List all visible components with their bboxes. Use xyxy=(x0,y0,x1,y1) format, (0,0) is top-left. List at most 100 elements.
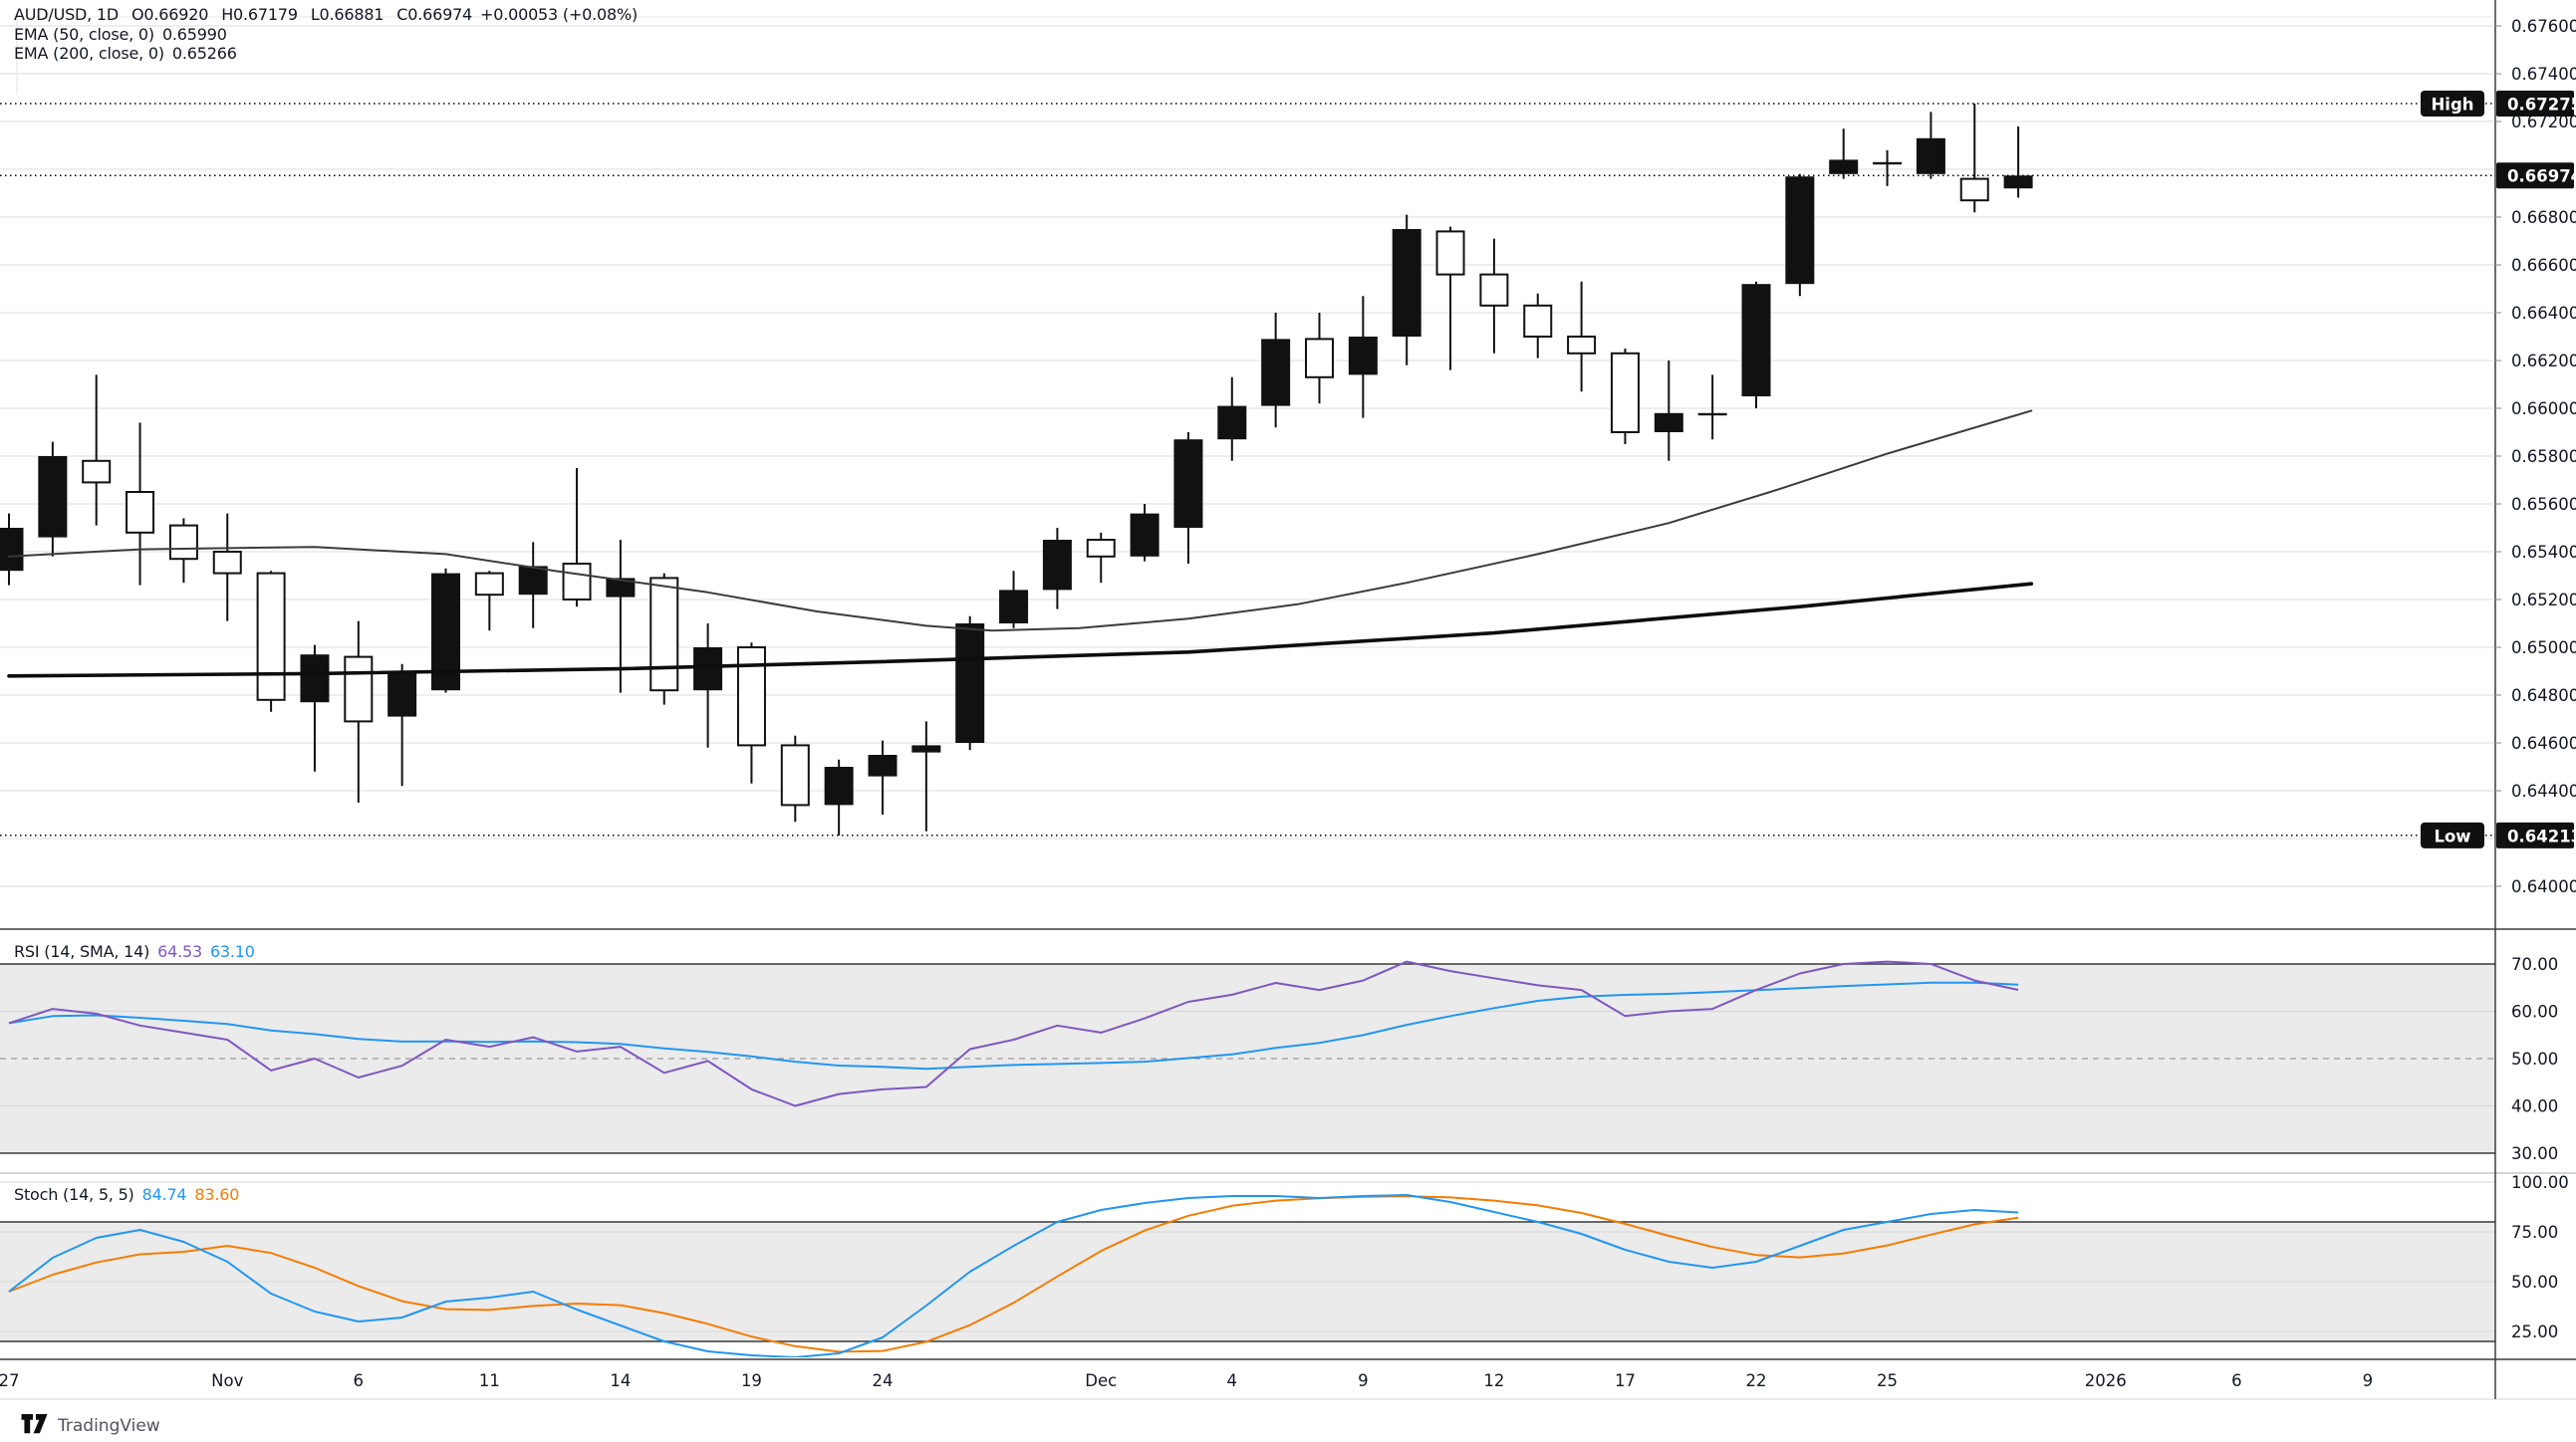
price-axis-label: 0.65400 xyxy=(2511,543,2576,562)
candle-body-down xyxy=(168,524,198,561)
price-axis-label: 0.64600 xyxy=(2511,734,2576,753)
tradingview-logo-icon xyxy=(21,1413,48,1434)
candle-body-up xyxy=(693,647,723,691)
candle-body-down xyxy=(562,563,592,601)
price-gridlines xyxy=(0,16,2495,887)
stoch-pane-background[interactable] xyxy=(0,1181,2495,1342)
time-axis-label: 11 xyxy=(479,1371,500,1390)
last-price-badge xyxy=(2496,162,2574,189)
time-axis-label: 4 xyxy=(1227,1371,1238,1390)
time-axis-label: 6 xyxy=(2231,1371,2242,1390)
ohlc-close: C0.66974 xyxy=(396,5,473,24)
candle-body-up xyxy=(2003,175,2033,189)
candle-body-up xyxy=(1654,412,1683,432)
price-axis-label: 0.67600 xyxy=(2511,17,2576,36)
pane-separators[interactable] xyxy=(0,0,2576,1400)
time-axis-label: 6 xyxy=(354,1371,365,1390)
stoch-legend[interactable]: Stoch (14, 5, 5) 84.74 83.60 xyxy=(14,1185,239,1204)
candle-body-up xyxy=(1261,339,1291,406)
price-axis-label: 0.65800 xyxy=(2511,447,2576,466)
ema200-value: 0.65266 xyxy=(171,44,237,63)
candle-body-up xyxy=(1348,337,1378,375)
rsi-sma-line xyxy=(8,981,2019,1071)
candle-body-down xyxy=(1435,230,1465,276)
candle-body-up xyxy=(300,654,330,703)
rsi-line xyxy=(8,960,2019,1107)
candle-body-down xyxy=(1523,304,1553,338)
ohlc-low: L0.66881 xyxy=(310,5,385,24)
price-scale[interactable]: 0.67600 0.67400 0.67200 0.66800 0.66600 0.664… xyxy=(2495,17,2576,896)
price-axis-label: 0.66000 xyxy=(2511,399,2576,418)
ema50-line xyxy=(8,409,2033,632)
candle-body-up xyxy=(824,767,854,806)
indicator-scales[interactable]: 70.00 60.00 50.00 40.00 30.00 100.00 75.00 50.0… xyxy=(2511,955,2569,1341)
candle-body-up xyxy=(1741,284,1771,396)
price-axis-label: 0.65000 xyxy=(2511,638,2576,657)
candle-body-down xyxy=(1959,177,1989,202)
candle-body-down xyxy=(1305,338,1334,378)
candle-body-down xyxy=(1479,273,1509,307)
price-axis-label: 0.64400 xyxy=(2511,782,2576,801)
stoch-k-value: 84.74 xyxy=(141,1185,187,1204)
ohlc-high: H0.67179 xyxy=(221,5,298,24)
ema200-line xyxy=(7,582,2034,678)
price-axis-label: 0.67400 xyxy=(2511,65,2576,84)
rsi-axis-label: 60.00 xyxy=(2511,1003,2558,1022)
candle-body-up xyxy=(1697,412,1727,416)
price-axis-label: 0.64800 xyxy=(2511,686,2576,705)
ema50-value: 0.65990 xyxy=(161,25,227,44)
stoch-label: Stoch (14, 5, 5) xyxy=(14,1185,134,1204)
ema50-legend[interactable]: EMA (50, close, 0) 0.65990 xyxy=(14,25,227,44)
ema200-label: EMA (200, close, 0) xyxy=(14,44,164,63)
symbol-legend[interactable]: AUD/USD, 1D O0.66920 H0.67179 L0.66881 C0.66… xyxy=(14,5,638,24)
candle-body-down xyxy=(82,459,112,484)
tradingview-logo[interactable]: TradingView xyxy=(20,1413,160,1438)
price-badges: 0.67275 0.66974 0.64213 High Low xyxy=(2421,91,2576,848)
rsi-axis-label: 30.00 xyxy=(2511,1144,2558,1163)
rsi-pane-background[interactable] xyxy=(0,963,2495,1154)
candle-body-down xyxy=(736,646,766,747)
candle-body-up xyxy=(1392,229,1421,337)
candle-body-up xyxy=(38,456,68,538)
rsi-axis-label: 40.00 xyxy=(2511,1097,2558,1116)
candle-body-up xyxy=(868,755,898,777)
price-axis-label: 0.66400 xyxy=(2511,304,2576,323)
candle-body-up xyxy=(955,623,985,743)
candle-body-down xyxy=(780,744,810,807)
price-axis-label: 0.66800 xyxy=(2511,208,2576,227)
candle-body-down xyxy=(474,572,504,597)
ema200-legend[interactable]: EMA (200, close, 0) 0.65266 xyxy=(14,44,237,63)
ohlc-change: +0.00053 (+0.08%) xyxy=(480,5,639,24)
price-axis-label: 0.66200 xyxy=(2511,352,2576,370)
low-marker-label: Low xyxy=(2434,827,2470,845)
high-price-badge-value: 0.67275 xyxy=(2507,96,2576,115)
candle-body-up xyxy=(1916,137,1945,174)
stoch-d-value: 83.60 xyxy=(194,1185,240,1204)
candle-body-up xyxy=(0,528,24,572)
rsi-axis-label: 70.00 xyxy=(2511,955,2558,974)
candle-body-up xyxy=(1785,176,1815,285)
time-axis-label: 12 xyxy=(1483,1371,1504,1390)
rsi-lines xyxy=(8,960,2019,1107)
stoch-axis-label: 100.00 xyxy=(2511,1173,2569,1192)
symbol-title[interactable]: AUD/USD, 1D xyxy=(14,5,120,24)
candle-body-down xyxy=(126,491,155,534)
stoch-k-line xyxy=(8,1194,2019,1357)
candle-body-down xyxy=(1610,352,1640,433)
candle-body-down xyxy=(344,655,374,723)
rsi-axis-label: 50.00 xyxy=(2511,1050,2558,1069)
candles-series xyxy=(0,104,2033,836)
time-axis-label: 27 xyxy=(0,1371,20,1390)
candle-body-up xyxy=(1042,540,1072,591)
time-scale[interactable]: 27 Nov 6 11 14 19 24 Dec 4 9 12 17 22 25 2026 6 9 xyxy=(0,1371,2373,1390)
ohlc-open: O0.66920 xyxy=(131,5,209,24)
rsi-legend[interactable]: RSI (14, SMA, 14) 64.53 63.10 xyxy=(14,942,255,961)
time-axis-label: 17 xyxy=(1615,1371,1636,1390)
time-axis-label: 19 xyxy=(741,1371,762,1390)
candle-body-down xyxy=(649,577,679,692)
price-axis-label: 0.66600 xyxy=(2511,256,2576,275)
high-price-badge xyxy=(2496,91,2574,117)
rsi-label: RSI (14, SMA, 14) xyxy=(14,942,150,961)
candle-body-up xyxy=(387,673,417,717)
